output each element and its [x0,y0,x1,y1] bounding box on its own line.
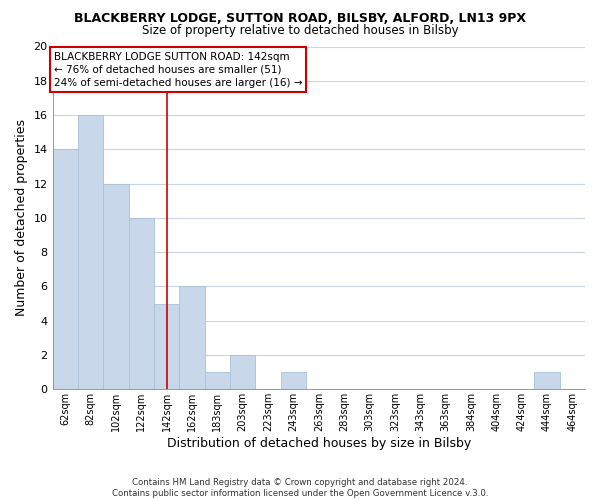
Bar [534,372,560,390]
X-axis label: Distribution of detached houses by size in Bilsby: Distribution of detached houses by size … [167,437,471,450]
Bar [53,150,78,390]
Bar [205,372,230,390]
Text: BLACKBERRY LODGE, SUTTON ROAD, BILSBY, ALFORD, LN13 9PX: BLACKBERRY LODGE, SUTTON ROAD, BILSBY, A… [74,12,526,26]
Bar [128,218,154,390]
Bar [179,286,205,390]
Bar [281,372,306,390]
Y-axis label: Number of detached properties: Number of detached properties [15,120,28,316]
Text: Size of property relative to detached houses in Bilsby: Size of property relative to detached ho… [142,24,458,37]
Text: Contains HM Land Registry data © Crown copyright and database right 2024.
Contai: Contains HM Land Registry data © Crown c… [112,478,488,498]
Bar [154,304,179,390]
Bar [78,115,103,390]
Text: BLACKBERRY LODGE SUTTON ROAD: 142sqm
← 76% of detached houses are smaller (51)
2: BLACKBERRY LODGE SUTTON ROAD: 142sqm ← 7… [54,52,302,88]
Bar [230,355,256,390]
Bar [103,184,128,390]
